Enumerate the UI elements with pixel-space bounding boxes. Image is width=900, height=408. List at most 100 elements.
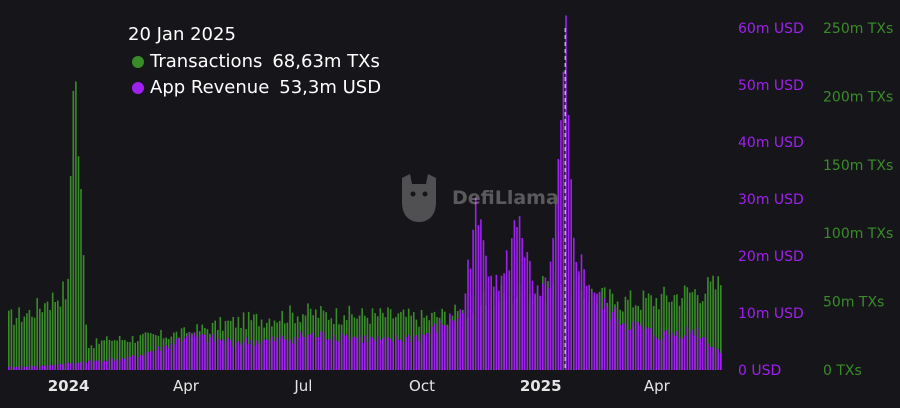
- transactions-bar: [75, 81, 77, 371]
- app-revenue-bar: [410, 341, 412, 370]
- app-revenue-bar: [678, 337, 681, 370]
- app-revenue-bar: [191, 335, 193, 370]
- transactions-bar: [49, 310, 51, 370]
- transactions-bar: [242, 312, 245, 370]
- app-revenue-bar: [49, 364, 51, 370]
- app-revenue-bar: [668, 334, 670, 370]
- app-revenue-bar: [15, 366, 18, 370]
- app-revenue-bar: [320, 331, 322, 370]
- app-revenue-bar: [376, 336, 379, 370]
- app-revenue-bar: [51, 365, 54, 370]
- app-revenue-bar: [407, 334, 410, 370]
- transactions-bar: [379, 308, 382, 370]
- y-tick-label: 10m USD: [738, 306, 804, 322]
- app-revenue-bar: [139, 354, 142, 370]
- app-revenue-bar: [369, 336, 371, 370]
- app-revenue-bar: [224, 341, 227, 370]
- app-revenue-bar: [642, 329, 645, 370]
- transactions-bar: [59, 306, 62, 370]
- transactions-bar: [348, 305, 351, 370]
- app-revenue-bar: [536, 285, 539, 370]
- app-revenue-bar: [284, 339, 286, 370]
- app-revenue-bar: [570, 179, 572, 370]
- transactions-bar: [704, 293, 707, 370]
- app-revenue-bar: [585, 285, 588, 370]
- transactions-bar: [31, 316, 33, 370]
- app-revenue-bar: [278, 337, 281, 370]
- app-revenue-bar: [663, 331, 665, 370]
- transactions-bar: [39, 308, 41, 370]
- app-revenue-bar: [650, 328, 652, 370]
- app-revenue-bar: [415, 335, 418, 370]
- revenue-legend-dot: [132, 81, 144, 94]
- app-revenue-bar: [699, 338, 701, 370]
- app-revenue-bar: [227, 337, 229, 370]
- transactions-bar: [100, 340, 103, 370]
- app-revenue-bar: [464, 293, 467, 370]
- app-revenue-bar: [694, 335, 696, 370]
- revenue-bars: [8, 15, 722, 370]
- app-revenue-bar: [480, 219, 482, 370]
- app-revenue-bar: [371, 337, 374, 370]
- app-revenue-bar: [165, 345, 167, 370]
- transactions-bar: [111, 340, 113, 370]
- transactions-bar: [124, 340, 126, 370]
- app-revenue-bar: [345, 334, 348, 370]
- app-revenue-bar: [232, 346, 234, 370]
- app-revenue-bar: [640, 325, 642, 370]
- transactions-bar: [8, 310, 10, 370]
- app-revenue-bar: [444, 325, 446, 370]
- app-revenue-bar: [302, 336, 304, 370]
- transactions-bar: [699, 303, 701, 370]
- app-revenue-bar: [397, 339, 400, 370]
- app-revenue-bar: [614, 307, 616, 370]
- transactions-bar: [142, 333, 144, 370]
- app-revenue-bar: [508, 270, 511, 370]
- app-revenue-bar: [451, 320, 454, 370]
- app-revenue-bar: [521, 238, 523, 370]
- transactions-bar: [26, 313, 28, 370]
- transactions-bar: [15, 318, 18, 370]
- transactions-bar: [44, 303, 46, 370]
- app-revenue-bar: [606, 306, 609, 370]
- app-revenue-bar: [173, 344, 175, 370]
- app-revenue-bar: [467, 259, 469, 370]
- x-tick-label: Apr: [644, 377, 671, 395]
- app-revenue-bar: [629, 329, 632, 370]
- app-revenue-bar: [358, 335, 361, 370]
- app-revenue-bar: [709, 346, 712, 370]
- transactions-bar: [118, 335, 121, 370]
- app-revenue-bar: [632, 321, 634, 370]
- transactions-bar: [147, 332, 149, 370]
- app-revenue-bar: [516, 227, 518, 370]
- transactions-bar: [82, 255, 85, 370]
- app-revenue-bar: [531, 280, 534, 370]
- app-revenue-bar: [459, 309, 461, 370]
- app-revenue-bar: [250, 340, 253, 370]
- app-revenue-bar: [658, 339, 660, 370]
- transactions-bar: [88, 348, 90, 370]
- transactions-bar: [95, 338, 98, 370]
- app-revenue-bar: [69, 363, 72, 370]
- app-revenue-bar: [691, 329, 694, 370]
- app-revenue-bar: [198, 335, 201, 370]
- app-revenue-bar: [88, 360, 90, 370]
- app-revenue-bar: [46, 365, 49, 370]
- app-revenue-bar: [82, 361, 85, 370]
- app-revenue-bar: [307, 334, 309, 370]
- transactions-bar: [720, 285, 722, 370]
- tooltip-row-revenue: App Revenue 53,3m USD: [128, 77, 381, 98]
- transactions-bar: [54, 302, 56, 370]
- x-tick-label: Apr: [173, 377, 200, 395]
- transactions-bar: [13, 324, 15, 370]
- app-revenue-bar: [18, 366, 20, 370]
- app-revenue-bar: [580, 254, 583, 370]
- app-revenue-bar: [160, 351, 162, 370]
- app-revenue-bar: [142, 355, 144, 370]
- transactions-bar: [673, 295, 676, 370]
- app-revenue-bar: [229, 340, 232, 370]
- transactions-bar: [709, 281, 712, 370]
- app-revenue-bar: [701, 337, 704, 370]
- app-revenue-bar: [294, 336, 296, 370]
